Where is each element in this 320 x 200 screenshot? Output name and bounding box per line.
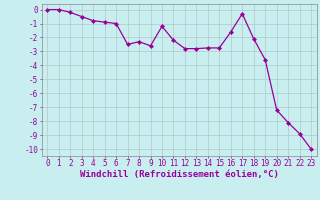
X-axis label: Windchill (Refroidissement éolien,°C): Windchill (Refroidissement éolien,°C) bbox=[80, 170, 279, 179]
